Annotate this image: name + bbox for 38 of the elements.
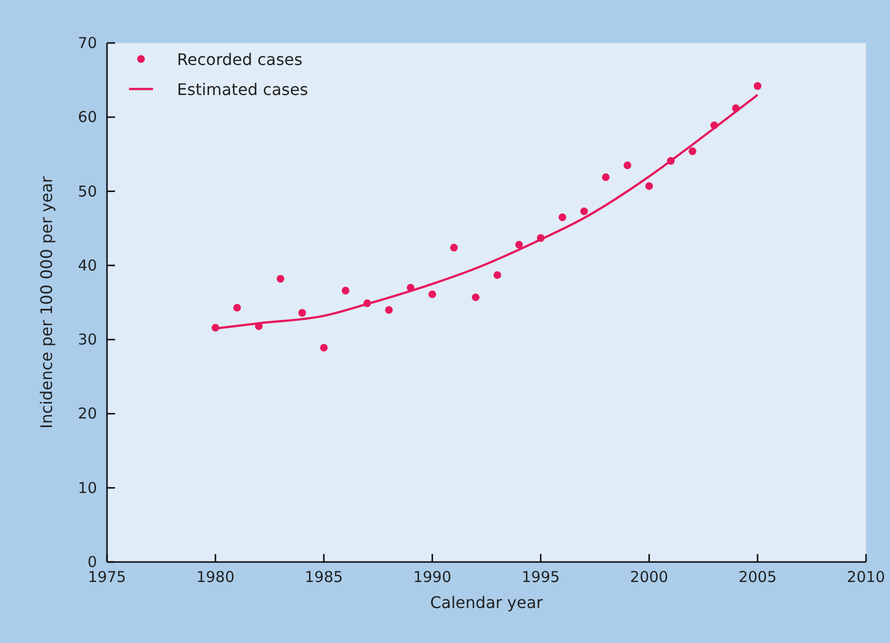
point	[515, 240, 523, 248]
point	[645, 182, 653, 190]
point	[428, 290, 436, 298]
point	[298, 309, 306, 317]
point	[602, 173, 610, 182]
point	[233, 304, 241, 312]
legend-label: Recorded cases	[177, 50, 302, 69]
point	[754, 82, 762, 90]
point	[472, 293, 480, 302]
y-tick-label: 20	[78, 404, 97, 423]
y-tick-label: 60	[78, 108, 97, 126]
point	[385, 306, 393, 314]
point	[342, 286, 350, 294]
point	[494, 271, 502, 279]
legend-label: Estimated cases	[177, 80, 308, 99]
y-tick-label: 10	[78, 478, 97, 497]
y-tick-label: 50	[78, 182, 97, 200]
point	[688, 147, 696, 156]
y-tick-label: 40	[78, 256, 97, 274]
y-tick-label: 0	[87, 553, 97, 571]
y-tick-label: 70	[78, 34, 97, 52]
point	[320, 344, 328, 352]
y-axis-title: Incidence per 100 000 per year	[37, 176, 56, 429]
x-tick-label: 1990	[413, 568, 452, 586]
point	[276, 274, 284, 283]
point	[450, 244, 458, 252]
point	[558, 213, 566, 222]
x-tick-label: 1980	[196, 568, 235, 586]
x-axis-title: Calendar year	[430, 593, 544, 612]
x-tick-label: 2010	[846, 568, 886, 586]
point	[580, 207, 588, 216]
point	[624, 162, 632, 170]
x-tick-label: 2005	[738, 568, 777, 586]
x-tick-label: 2000	[630, 568, 668, 586]
x-tick-label: 1985	[304, 568, 343, 586]
x-tick-label: 1995	[522, 568, 560, 586]
x-tick-label: 1975	[88, 568, 126, 586]
y-tick-label: 30	[78, 330, 97, 349]
